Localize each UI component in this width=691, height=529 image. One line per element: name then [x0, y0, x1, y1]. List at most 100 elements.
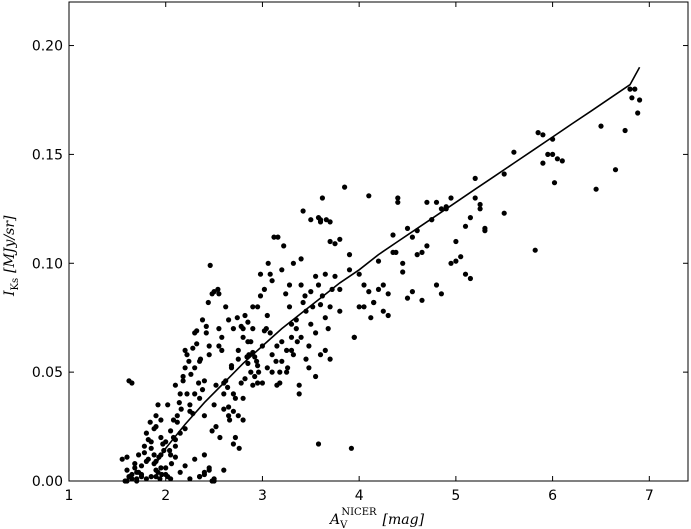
data-point: [221, 406, 227, 412]
data-point: [182, 365, 188, 371]
data-point: [159, 471, 165, 478]
data-point: [277, 369, 283, 375]
data-point: [230, 441, 236, 447]
data-point: [252, 373, 258, 380]
scatter-points: [119, 86, 643, 484]
data-point: [317, 352, 324, 358]
data-point: [351, 334, 357, 340]
x-tick-label: 1: [65, 488, 74, 504]
data-point: [404, 295, 411, 301]
data-point: [622, 127, 628, 134]
data-point: [317, 219, 324, 225]
data-point: [342, 184, 348, 190]
data-point: [213, 424, 219, 430]
data-point: [235, 413, 241, 419]
data-point: [612, 167, 619, 173]
data-point: [182, 463, 188, 469]
data-point: [138, 463, 145, 469]
data-point: [203, 330, 209, 336]
data-point: [448, 260, 454, 266]
data-point: [302, 293, 308, 299]
data-point: [303, 356, 309, 362]
data-point: [598, 123, 604, 129]
data-point: [409, 289, 415, 295]
data-point: [296, 382, 302, 388]
data-point: [462, 223, 469, 229]
data-point: [306, 343, 312, 349]
data-point: [245, 360, 251, 366]
data-point: [308, 321, 314, 327]
data-point: [180, 378, 186, 384]
data-point: [184, 391, 190, 397]
data-point: [143, 430, 149, 436]
data-point: [197, 395, 203, 401]
data-point: [438, 291, 444, 297]
data-point: [250, 304, 256, 310]
data-point: [267, 271, 273, 277]
data-point: [236, 445, 242, 451]
data-point: [300, 208, 306, 214]
y-tick-label: 0.00: [32, 474, 63, 490]
data-point: [228, 363, 235, 369]
data-point: [327, 219, 333, 225]
data-point: [219, 334, 225, 340]
data-point: [284, 369, 290, 375]
data-point: [540, 160, 546, 166]
data-point: [184, 352, 190, 358]
data-point: [462, 271, 469, 277]
data-point: [263, 326, 269, 332]
data-point: [238, 380, 244, 386]
data-point: [257, 271, 264, 277]
y-tick-label: 0.05: [32, 365, 63, 381]
data-point: [267, 330, 273, 336]
data-point: [134, 478, 140, 484]
data-point: [256, 369, 262, 375]
data-point: [217, 434, 223, 441]
data-point: [219, 347, 225, 353]
data-point: [157, 476, 163, 482]
data-point: [424, 243, 430, 249]
data-point: [322, 347, 328, 353]
data-point: [433, 199, 440, 205]
data-point: [532, 247, 538, 253]
data-point: [192, 330, 198, 336]
data-point: [511, 149, 517, 155]
data-point: [323, 217, 329, 223]
data-point: [199, 387, 206, 393]
data-point: [158, 434, 164, 441]
data-point: [186, 358, 192, 364]
axis-ticks: 1 2 3 4 5 6 7 0.00 0.05 0.10 0.15 0.20: [32, 2, 688, 504]
data-point: [313, 330, 319, 336]
data-point: [197, 356, 204, 362]
data-point: [298, 334, 304, 340]
data-point: [346, 252, 353, 258]
data-point: [433, 282, 440, 288]
data-point: [141, 443, 147, 449]
data-point: [196, 380, 202, 386]
data-point: [274, 343, 280, 349]
x-tick-label: 7: [645, 488, 654, 504]
data-point: [277, 380, 283, 386]
data-point: [213, 382, 219, 388]
y-label-main: I: [2, 290, 18, 297]
y-tick-label: 0.20: [32, 39, 63, 55]
data-point: [153, 474, 159, 480]
y-label-sub: Ks: [10, 278, 21, 291]
data-point: [245, 339, 251, 345]
data-point: [319, 195, 325, 201]
data-point: [327, 356, 333, 362]
data-point: [368, 315, 374, 321]
data-point: [269, 352, 275, 358]
data-point: [325, 326, 331, 332]
data-point: [306, 365, 312, 371]
data-point: [380, 308, 386, 314]
plot-area: [68, 1, 689, 482]
data-point: [288, 334, 295, 340]
x-tick-label: 3: [258, 488, 267, 504]
data-point: [264, 365, 270, 371]
data-point: [242, 376, 248, 382]
data-point: [203, 323, 209, 329]
data-point: [290, 352, 296, 358]
data-point: [448, 195, 454, 201]
data-point: [148, 474, 154, 480]
